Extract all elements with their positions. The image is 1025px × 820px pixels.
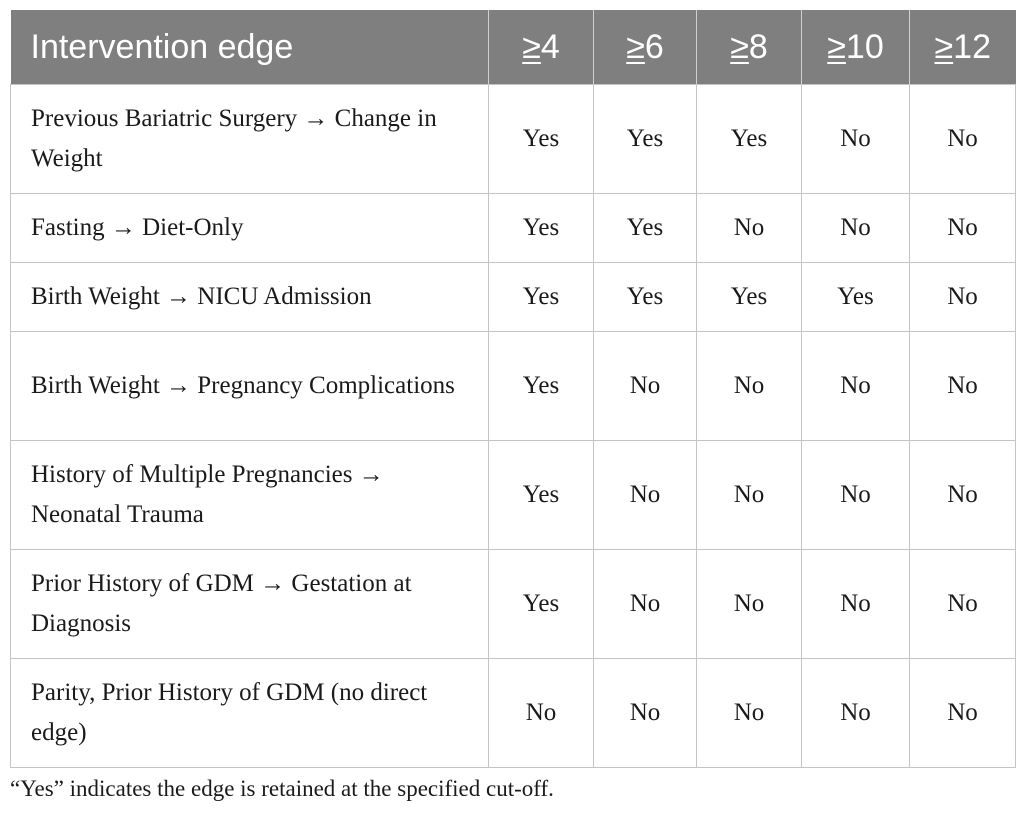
ge-symbol: ≥ (827, 27, 846, 66)
cell-value: No (696, 549, 802, 659)
cell-value: No (909, 331, 1016, 441)
cell-value: No (593, 658, 697, 768)
table-footnote: “Yes” indicates the edge is retained at … (10, 776, 554, 801)
cell-value: No (801, 84, 910, 194)
ge-symbol: ≥ (626, 27, 645, 66)
cell-value: No (593, 549, 697, 659)
cutoff-value: 12 (953, 27, 991, 66)
edge-label: Parity, Prior History of GDM (no direct … (10, 658, 489, 768)
cutoff-value: 4 (540, 27, 560, 66)
cell-value: No (696, 331, 802, 441)
cell-value: No (801, 658, 910, 768)
cell-value: No (696, 658, 802, 768)
table-row: Fasting → Diet-Only Yes Yes No No No (10, 193, 1016, 263)
cell-value: Yes (593, 193, 697, 263)
cell-value: No (909, 440, 1016, 550)
cell-value: Yes (696, 84, 802, 194)
table-row: Previous Bariatric Surgery → Change in W… (10, 84, 1016, 194)
cell-value: Yes (488, 262, 594, 332)
table-header: Intervention edge ≥4 ≥6 ≥8 ≥10 ≥12 (10, 10, 1016, 85)
cell-value: Yes (488, 549, 594, 659)
cell-value: No (909, 193, 1016, 263)
table-row: Birth Weight → Pregnancy Complications Y… (10, 331, 1016, 441)
table-row: Parity, Prior History of GDM (no direct … (10, 658, 1016, 768)
cell-value: Yes (488, 84, 594, 194)
header-cutoff-4: ≥4 (488, 10, 594, 85)
ge-symbol: ≥ (730, 27, 749, 66)
cell-value: No (593, 331, 697, 441)
header-intervention-edge: Intervention edge (10, 10, 489, 85)
table-row: History of Multiple Pregnancies → Neonat… (10, 440, 1016, 550)
cell-value: No (909, 84, 1016, 194)
table-row: Birth Weight → NICU Admission Yes Yes Ye… (10, 262, 1016, 332)
cutoff-table: Intervention edge ≥4 ≥6 ≥8 ≥10 ≥12 Previ… (10, 10, 1016, 768)
edge-label: Birth Weight → Pregnancy Complications (10, 331, 489, 441)
cell-value: Yes (593, 262, 697, 332)
cell-value: No (801, 440, 910, 550)
header-cutoff-12: ≥12 (909, 10, 1016, 85)
results-table-container: Intervention edge ≥4 ≥6 ≥8 ≥10 ≥12 Previ… (10, 10, 1016, 768)
edge-label: Birth Weight → NICU Admission (10, 262, 489, 332)
cell-value: No (801, 331, 910, 441)
cell-value: No (801, 549, 910, 659)
cell-value: Yes (696, 262, 802, 332)
edge-label: History of Multiple Pregnancies → Neonat… (10, 440, 489, 550)
cell-value: No (593, 440, 697, 550)
cell-value: Yes (593, 84, 697, 194)
cell-value: Yes (488, 331, 594, 441)
cell-value: No (909, 262, 1016, 332)
cutoff-value: 8 (748, 27, 768, 66)
cell-value: No (696, 193, 802, 263)
cutoff-value: 6 (644, 27, 664, 66)
cell-value: No (696, 440, 802, 550)
header-cutoff-10: ≥10 (801, 10, 910, 85)
table-body: Previous Bariatric Surgery → Change in W… (10, 84, 1016, 768)
cell-value: Yes (801, 262, 910, 332)
cell-value: No (909, 549, 1016, 659)
ge-symbol: ≥ (934, 27, 954, 66)
cell-value: No (909, 658, 1016, 768)
table-row: Prior History of GDM → Gestation at Diag… (10, 549, 1016, 659)
header-cutoff-8: ≥8 (696, 10, 802, 85)
edge-label: Fasting → Diet-Only (10, 193, 489, 263)
cell-value: Yes (488, 193, 594, 263)
header-row: Intervention edge ≥4 ≥6 ≥8 ≥10 ≥12 (10, 10, 1016, 85)
edge-label: Previous Bariatric Surgery → Change in W… (10, 84, 489, 194)
cutoff-value: 10 (845, 27, 884, 66)
ge-symbol: ≥ (522, 27, 541, 66)
header-cutoff-6: ≥6 (593, 10, 697, 85)
cell-value: Yes (488, 440, 594, 550)
cell-value: No (488, 658, 594, 768)
cell-value: No (801, 193, 910, 263)
edge-label: Prior History of GDM → Gestation at Diag… (10, 549, 489, 659)
